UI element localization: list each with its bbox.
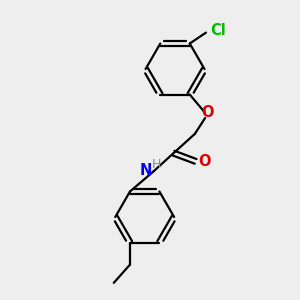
Text: N: N bbox=[140, 163, 152, 178]
Text: O: O bbox=[201, 105, 214, 120]
Text: O: O bbox=[199, 154, 211, 169]
Text: Cl: Cl bbox=[210, 23, 226, 38]
Text: H: H bbox=[152, 158, 161, 171]
